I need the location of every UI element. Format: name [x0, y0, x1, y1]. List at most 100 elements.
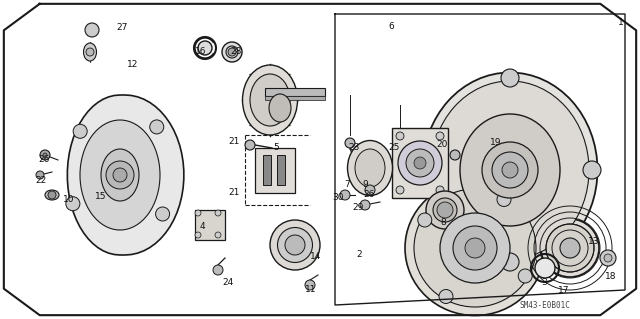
- Ellipse shape: [541, 219, 599, 277]
- Text: 20: 20: [436, 140, 447, 149]
- Circle shape: [213, 265, 223, 275]
- Text: 25: 25: [388, 143, 399, 152]
- Text: 28: 28: [230, 47, 241, 56]
- Circle shape: [604, 254, 612, 262]
- Circle shape: [285, 235, 305, 255]
- Text: 21: 21: [228, 137, 239, 146]
- Ellipse shape: [45, 190, 59, 200]
- Circle shape: [195, 210, 201, 216]
- Circle shape: [215, 232, 221, 238]
- Bar: [277, 155, 285, 185]
- Circle shape: [419, 161, 437, 179]
- Text: 14: 14: [310, 252, 321, 261]
- Bar: [195, 210, 225, 240]
- Text: 11: 11: [305, 285, 317, 294]
- Text: 9: 9: [362, 180, 368, 189]
- Bar: [392, 128, 448, 198]
- Circle shape: [414, 157, 426, 169]
- Circle shape: [36, 171, 44, 179]
- Circle shape: [437, 202, 453, 218]
- Text: 12: 12: [127, 60, 138, 69]
- Ellipse shape: [460, 114, 560, 226]
- Circle shape: [439, 290, 453, 303]
- Circle shape: [48, 191, 56, 199]
- Text: 23: 23: [348, 143, 360, 152]
- Text: 22: 22: [35, 176, 46, 185]
- Text: 15: 15: [95, 192, 106, 201]
- Circle shape: [215, 210, 221, 216]
- Ellipse shape: [431, 81, 589, 259]
- Circle shape: [85, 23, 99, 37]
- Polygon shape: [67, 95, 184, 255]
- Circle shape: [156, 207, 170, 221]
- Circle shape: [436, 132, 444, 140]
- Ellipse shape: [422, 72, 598, 268]
- Circle shape: [501, 253, 519, 271]
- Text: 27: 27: [116, 23, 127, 32]
- Circle shape: [492, 152, 528, 188]
- Ellipse shape: [270, 220, 320, 270]
- Circle shape: [66, 197, 80, 211]
- Circle shape: [43, 153, 47, 157]
- Ellipse shape: [546, 224, 594, 272]
- Text: 17: 17: [558, 286, 570, 295]
- Circle shape: [228, 48, 236, 56]
- Text: 1: 1: [618, 18, 624, 27]
- Ellipse shape: [278, 227, 312, 263]
- Ellipse shape: [80, 120, 160, 230]
- Text: 21: 21: [228, 188, 239, 197]
- Circle shape: [501, 69, 519, 87]
- Text: 3: 3: [541, 278, 547, 287]
- Text: 10: 10: [63, 195, 74, 204]
- Circle shape: [583, 161, 601, 179]
- Circle shape: [418, 213, 432, 227]
- Circle shape: [396, 132, 404, 140]
- Circle shape: [406, 149, 434, 177]
- Text: 24: 24: [222, 278, 233, 287]
- Text: 30: 30: [332, 193, 344, 202]
- Circle shape: [482, 142, 538, 198]
- Ellipse shape: [250, 74, 290, 126]
- Ellipse shape: [198, 41, 212, 55]
- Text: 2: 2: [356, 250, 362, 259]
- Ellipse shape: [426, 191, 464, 229]
- Text: SM43-E0B01C: SM43-E0B01C: [520, 301, 571, 310]
- Circle shape: [73, 124, 87, 138]
- Ellipse shape: [269, 94, 291, 122]
- Text: 29: 29: [352, 203, 364, 212]
- Circle shape: [497, 192, 511, 206]
- Ellipse shape: [243, 65, 298, 135]
- Text: 5: 5: [273, 143, 279, 152]
- Ellipse shape: [433, 198, 457, 222]
- Circle shape: [396, 186, 404, 194]
- Circle shape: [40, 150, 50, 160]
- Text: 18: 18: [605, 272, 616, 281]
- Bar: [265, 88, 325, 96]
- Circle shape: [436, 186, 444, 194]
- Circle shape: [560, 238, 580, 258]
- Circle shape: [360, 200, 370, 210]
- Circle shape: [398, 141, 442, 185]
- Ellipse shape: [414, 189, 536, 307]
- Circle shape: [245, 140, 255, 150]
- Bar: [265, 96, 325, 100]
- Ellipse shape: [355, 149, 385, 187]
- Circle shape: [86, 48, 94, 56]
- Text: 16: 16: [195, 47, 207, 56]
- Circle shape: [450, 150, 460, 160]
- Ellipse shape: [348, 140, 392, 196]
- Text: 6: 6: [388, 22, 394, 31]
- Text: 8: 8: [440, 218, 445, 227]
- Circle shape: [518, 269, 532, 283]
- Circle shape: [365, 185, 375, 195]
- Ellipse shape: [83, 43, 97, 61]
- Ellipse shape: [222, 42, 242, 62]
- Circle shape: [113, 168, 127, 182]
- Circle shape: [345, 138, 355, 148]
- Circle shape: [150, 120, 164, 134]
- Text: 13: 13: [588, 237, 600, 246]
- Circle shape: [195, 232, 201, 238]
- Circle shape: [453, 226, 497, 270]
- Circle shape: [106, 161, 134, 189]
- Ellipse shape: [101, 149, 139, 201]
